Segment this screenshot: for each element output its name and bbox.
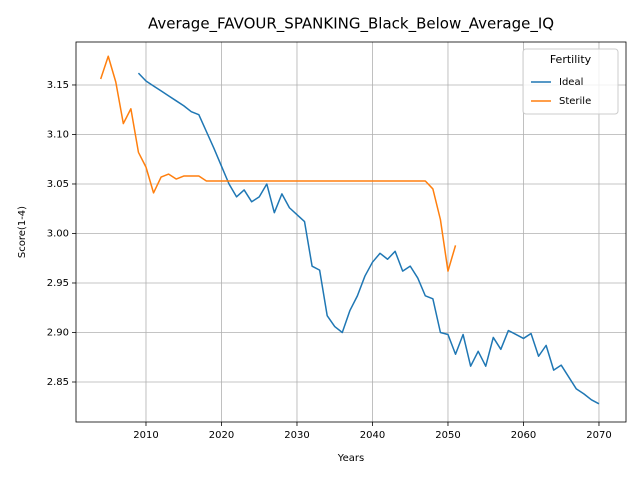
x-tick-label: 2020 <box>209 430 234 441</box>
chart-title: Average_FAVOUR_SPANKING_Black_Below_Aver… <box>148 15 554 34</box>
legend-box <box>522 48 619 115</box>
x-axis-label: Years <box>337 453 364 464</box>
x-tick-label: 2030 <box>284 430 309 441</box>
y-tick-label: 3.00 <box>47 228 69 239</box>
series-line <box>137 72 600 405</box>
y-tick-label: 3.10 <box>47 129 69 140</box>
plot-frame <box>75 41 627 423</box>
y-tick-label: 2.95 <box>47 278 69 289</box>
legend: Fertility Ideal Sterile <box>522 48 619 115</box>
y-tick-label: 3.05 <box>47 179 69 190</box>
legend-label: Sterile <box>559 96 591 107</box>
series-line <box>99 55 457 272</box>
legend-label: Ideal <box>559 77 583 88</box>
x-tick-label: 2060 <box>511 430 536 441</box>
y-tick-label: 2.90 <box>47 327 69 338</box>
legend-title: Fertility <box>550 53 592 66</box>
y-tick-label: 2.85 <box>47 377 69 388</box>
y-axis-label: Score(1-4) <box>17 206 28 258</box>
x-tick-label: 2050 <box>435 430 460 441</box>
x-tick-label: 2070 <box>586 430 611 441</box>
y-tick-label: 3.15 <box>47 80 69 91</box>
x-tick-label: 2010 <box>133 430 158 441</box>
x-tick-label: 2040 <box>360 430 385 441</box>
